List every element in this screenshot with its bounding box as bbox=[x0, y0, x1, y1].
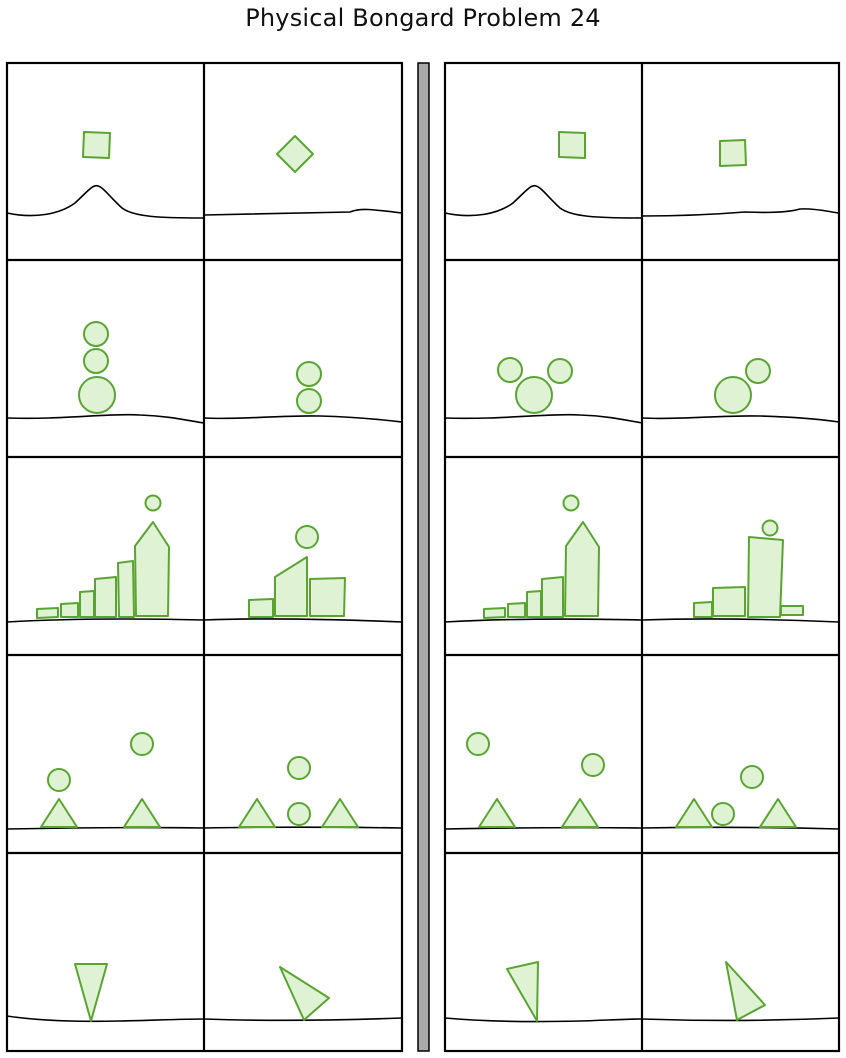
scene-right-5-2 bbox=[642, 962, 839, 1020]
circle bbox=[516, 377, 552, 413]
scene-left-5-2 bbox=[204, 967, 402, 1020]
scene-right-3-1 bbox=[445, 496, 642, 623]
triangle bbox=[41, 799, 77, 827]
scene-right-3-2 bbox=[642, 521, 839, 623]
inverted-triangle bbox=[75, 964, 107, 1021]
triangle bbox=[479, 799, 515, 827]
circle bbox=[741, 766, 763, 788]
scene-left-4-1 bbox=[7, 733, 204, 829]
slanted-block bbox=[275, 557, 307, 616]
scene-right-5-1 bbox=[445, 962, 642, 1022]
scene-left-2-1 bbox=[7, 322, 204, 423]
circle bbox=[582, 754, 604, 776]
ground-hill bbox=[7, 186, 204, 218]
block bbox=[694, 602, 712, 617]
ground-hill bbox=[445, 186, 642, 218]
block bbox=[542, 577, 563, 617]
triangle bbox=[562, 799, 598, 827]
ground bbox=[204, 416, 402, 422]
center-divider bbox=[418, 63, 429, 1051]
scene-left-1-2 bbox=[204, 136, 402, 215]
ground bbox=[642, 827, 839, 829]
triangle bbox=[726, 962, 765, 1020]
diamond-square bbox=[277, 136, 313, 172]
triangle bbox=[507, 962, 538, 1021]
block bbox=[527, 591, 541, 617]
square bbox=[720, 140, 746, 166]
block bbox=[37, 608, 58, 618]
triangle bbox=[322, 799, 358, 827]
triangle bbox=[676, 799, 712, 827]
tall-block bbox=[748, 537, 783, 617]
left-panel bbox=[7, 63, 402, 1051]
circle bbox=[712, 803, 734, 825]
scene-right-2-2 bbox=[642, 359, 839, 422]
scene-right-1-1 bbox=[445, 132, 642, 218]
circle bbox=[548, 359, 572, 383]
scene-left-2-2 bbox=[204, 362, 402, 422]
ground bbox=[642, 209, 839, 216]
block bbox=[310, 578, 345, 616]
circle bbox=[498, 358, 522, 382]
triangle bbox=[239, 799, 275, 827]
block bbox=[249, 599, 273, 617]
circle bbox=[763, 521, 778, 536]
ground bbox=[445, 828, 642, 829]
circle bbox=[467, 733, 489, 755]
ground bbox=[7, 828, 204, 829]
circle bbox=[564, 496, 579, 511]
circle bbox=[297, 362, 321, 386]
ground bbox=[7, 1016, 204, 1021]
circle bbox=[288, 757, 310, 779]
scene-left-4-2 bbox=[204, 757, 402, 828]
circle bbox=[79, 377, 115, 413]
block bbox=[713, 587, 745, 616]
triangle bbox=[124, 799, 160, 827]
triangle bbox=[280, 967, 329, 1020]
pentagon bbox=[135, 522, 169, 616]
circle bbox=[296, 526, 318, 548]
ground bbox=[204, 209, 402, 215]
circle bbox=[715, 377, 751, 413]
scene-left-1-1 bbox=[7, 132, 204, 218]
ground bbox=[7, 415, 204, 423]
circle bbox=[131, 733, 153, 755]
ground bbox=[204, 619, 402, 622]
ground bbox=[445, 619, 642, 622]
block bbox=[508, 603, 525, 617]
square bbox=[83, 132, 110, 158]
block bbox=[118, 561, 134, 617]
ground bbox=[642, 416, 839, 422]
circle bbox=[84, 322, 108, 346]
scene-right-2-1 bbox=[445, 358, 642, 423]
block bbox=[61, 603, 78, 617]
block bbox=[484, 608, 505, 618]
scene-right-4-2 bbox=[642, 766, 839, 829]
scene-right-4-1 bbox=[445, 733, 642, 829]
block bbox=[80, 591, 94, 617]
scene-left-3-1 bbox=[7, 496, 204, 623]
ground bbox=[445, 415, 642, 423]
circle bbox=[297, 389, 321, 413]
scene-left-5-1 bbox=[7, 964, 204, 1021]
ground bbox=[204, 827, 402, 828]
circle bbox=[746, 359, 770, 383]
scene-right-1-2 bbox=[642, 140, 839, 216]
triangle bbox=[760, 799, 796, 827]
ground bbox=[445, 1018, 642, 1022]
scene-left-3-2 bbox=[204, 526, 402, 622]
circle bbox=[288, 803, 310, 825]
ground bbox=[7, 619, 204, 622]
pentagon bbox=[565, 522, 599, 616]
circle bbox=[48, 769, 70, 791]
circle bbox=[146, 496, 161, 511]
block bbox=[781, 606, 803, 615]
block bbox=[95, 577, 116, 617]
square bbox=[559, 132, 585, 158]
circle bbox=[84, 349, 108, 373]
right-panel bbox=[445, 63, 839, 1051]
ground bbox=[642, 619, 839, 622]
